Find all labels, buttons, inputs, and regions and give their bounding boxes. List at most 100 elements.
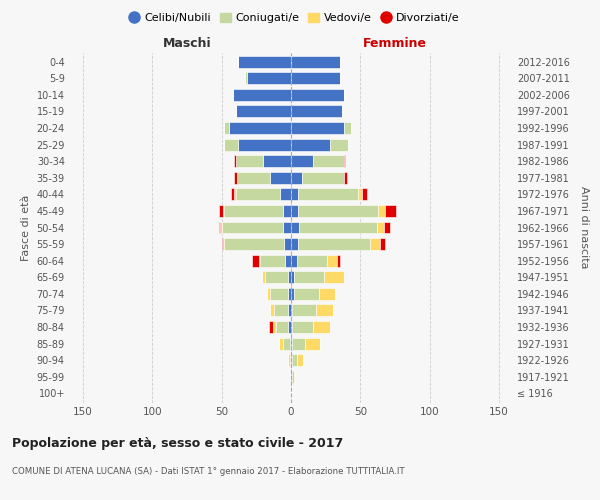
Bar	[265, 272, 288, 283]
Bar	[232, 188, 234, 200]
Bar	[290, 354, 291, 366]
Bar	[223, 205, 224, 217]
Bar	[292, 354, 296, 366]
Bar	[221, 238, 223, 250]
Bar	[291, 56, 340, 68]
Bar	[291, 354, 292, 366]
Bar	[327, 254, 337, 266]
Bar	[233, 89, 291, 101]
Bar	[385, 205, 397, 217]
Bar	[280, 188, 291, 200]
Bar	[219, 205, 223, 217]
Bar	[294, 288, 319, 300]
Bar	[291, 238, 298, 250]
Bar	[288, 288, 291, 300]
Bar	[262, 272, 265, 283]
Text: Femmine: Femmine	[363, 37, 427, 50]
Bar	[219, 222, 220, 234]
Bar	[291, 321, 292, 333]
Bar	[224, 122, 229, 134]
Bar	[234, 155, 235, 167]
Bar	[235, 106, 291, 118]
Bar	[273, 321, 276, 333]
Bar	[337, 254, 340, 266]
Bar	[316, 304, 332, 316]
Bar	[344, 155, 345, 167]
Bar	[224, 205, 283, 217]
Bar	[291, 72, 340, 84]
Bar	[294, 371, 295, 383]
Bar	[296, 354, 304, 366]
Bar	[302, 172, 344, 184]
Bar	[291, 188, 298, 200]
Bar	[319, 288, 335, 300]
Bar	[384, 222, 389, 234]
Bar	[377, 222, 384, 234]
Bar	[294, 272, 324, 283]
Bar	[284, 238, 291, 250]
Bar	[283, 222, 291, 234]
Bar	[299, 222, 377, 234]
Text: COMUNE DI ATENA LUCANA (SA) - Dati ISTAT 1° gennaio 2017 - Elaborazione TUTTITAL: COMUNE DI ATENA LUCANA (SA) - Dati ISTAT…	[12, 468, 404, 476]
Bar	[288, 354, 290, 366]
Bar	[220, 222, 221, 234]
Text: Maschi: Maschi	[163, 37, 211, 50]
Bar	[305, 338, 320, 349]
Bar	[234, 172, 237, 184]
Bar	[291, 205, 298, 217]
Bar	[270, 172, 291, 184]
Bar	[238, 56, 291, 68]
Bar	[259, 254, 260, 266]
Bar	[283, 338, 290, 349]
Bar	[292, 304, 316, 316]
Bar	[276, 321, 288, 333]
Bar	[298, 188, 358, 200]
Bar	[278, 338, 283, 349]
Bar	[291, 222, 299, 234]
Legend: Celibi/Nubili, Coniugati/e, Vedovi/e, Divorziati/e: Celibi/Nubili, Coniugati/e, Vedovi/e, Di…	[124, 8, 464, 28]
Bar	[260, 254, 286, 266]
Bar	[325, 272, 344, 283]
Bar	[270, 304, 274, 316]
Bar	[235, 155, 263, 167]
Bar	[291, 122, 344, 134]
Bar	[238, 138, 291, 150]
Bar	[263, 155, 291, 167]
Bar	[313, 321, 330, 333]
Bar	[288, 321, 291, 333]
Bar	[252, 254, 259, 266]
Text: Popolazione per età, sesso e stato civile - 2017: Popolazione per età, sesso e stato civil…	[12, 438, 343, 450]
Bar	[291, 338, 292, 349]
Bar	[362, 188, 367, 200]
Bar	[291, 272, 294, 283]
Bar	[269, 321, 273, 333]
Bar	[286, 254, 291, 266]
Bar	[344, 172, 347, 184]
Bar	[291, 89, 344, 101]
Bar	[224, 138, 238, 150]
Bar	[221, 222, 283, 234]
Bar	[291, 172, 302, 184]
Bar	[290, 338, 291, 349]
Bar	[291, 304, 292, 316]
Bar	[291, 254, 296, 266]
Bar	[223, 238, 224, 250]
Bar	[291, 155, 313, 167]
Bar	[268, 288, 270, 300]
Bar	[291, 106, 343, 118]
Bar	[379, 205, 385, 217]
Bar	[247, 72, 291, 84]
Bar	[292, 321, 313, 333]
Bar	[296, 254, 327, 266]
Bar	[330, 138, 348, 150]
Bar	[245, 72, 247, 84]
Bar	[292, 338, 305, 349]
Bar	[283, 205, 291, 217]
Bar	[292, 371, 294, 383]
Bar	[380, 238, 385, 250]
Bar	[235, 188, 280, 200]
Bar	[291, 288, 294, 300]
Bar	[229, 122, 291, 134]
Bar	[370, 238, 380, 250]
Bar	[274, 304, 288, 316]
